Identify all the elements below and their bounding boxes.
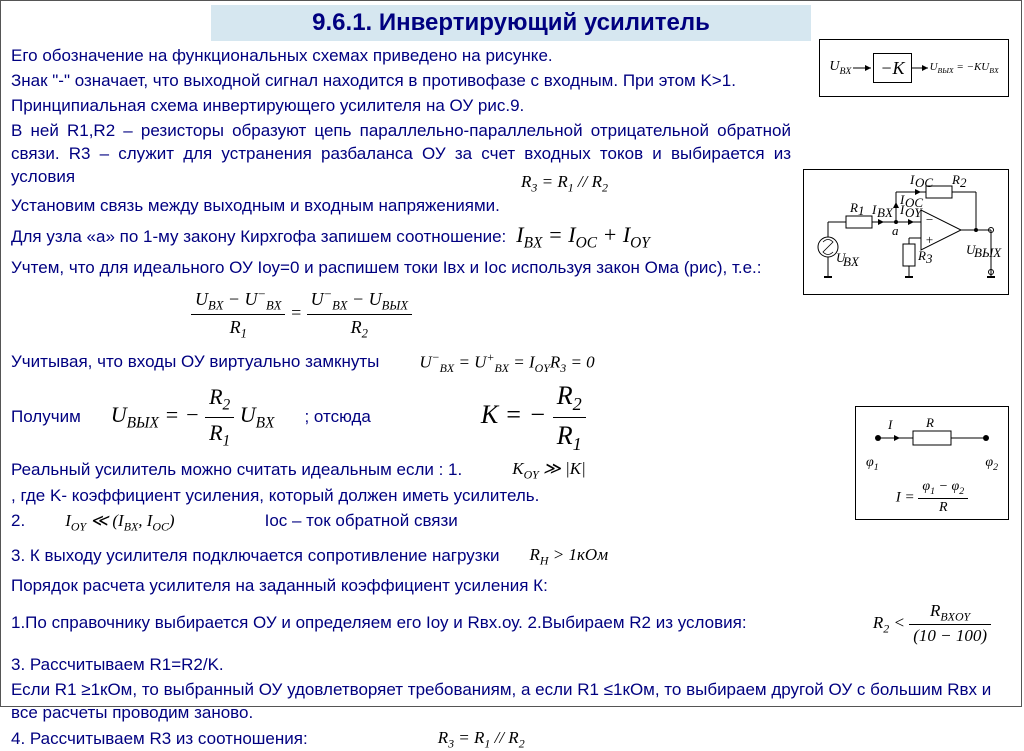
- fig1-out: UBЫX = −KUBX: [930, 60, 999, 77]
- phi2: φ2: [985, 454, 998, 474]
- figure-block-k: UBX −K UBЫX = −KUBX: [819, 39, 1009, 97]
- lower-section: 3. К выходу усилителя подключается сопро…: [11, 544, 1001, 751]
- p6: Для узла «а» по 1-му закону Кирхгофа зап…: [11, 226, 506, 249]
- svg-text:R: R: [925, 415, 934, 430]
- p9b: , где K- коэффициент усиления, который д…: [11, 485, 791, 508]
- p4: В ней R1,R2 – резисторы образуют цепь па…: [11, 120, 791, 189]
- eq-r3-final: R3 = R1 // R2: [438, 727, 525, 751]
- svg-text:OC: OC: [905, 195, 923, 210]
- main-text: Его обозначение на функциональных схемах…: [11, 45, 791, 534]
- p7: Учтем, что для идеального ОУ Iоу=0 и рас…: [11, 257, 791, 280]
- p13: 3. Рассчитываем R1=R2/K.: [11, 654, 1001, 677]
- svg-text:+: +: [925, 232, 934, 247]
- eq-virtual: U−BX = U+BX = IOYR3 = 0: [419, 349, 594, 376]
- eq-rn: RH > 1кОм: [530, 544, 609, 568]
- page: 9.6.1. Инвертирующий усилитель UBX −K UB…: [0, 0, 1022, 707]
- p8a: Учитывая, что входы ОУ виртуально замкну…: [11, 351, 379, 374]
- p11: Порядок расчета усилителя на заданный ко…: [11, 575, 1001, 598]
- svg-text:R: R: [951, 172, 960, 187]
- p15: 4. Рассчитываем R3 из соотношения:: [11, 728, 308, 751]
- eq-r2: R2 < RBXOY(10 − 100): [873, 600, 991, 648]
- eq-kirchhoff: IBX = IOC + IOY: [516, 220, 650, 254]
- svg-text:2: 2: [960, 175, 967, 190]
- svg-text:BX: BX: [877, 205, 894, 220]
- p9a: Реальный усилитель можно считать идеальн…: [11, 459, 462, 482]
- figure-circuit: UBX R1 IBX a IOY R3: [803, 169, 1009, 295]
- p3: Принципиальная схема инвертирующего усил…: [11, 95, 791, 118]
- svg-text:OC: OC: [915, 175, 933, 190]
- svg-text:a: a: [892, 223, 899, 238]
- eq-ohm: UBX − U−BXR1 = U−BX − UBЫXR2: [191, 286, 791, 343]
- figure-resistor: I R φ1 φ2 I = φ1 − φ2 R: [855, 406, 1009, 520]
- svg-text:BЫX: BЫX: [974, 245, 1002, 260]
- eq-ioy: IOY ≪ (IBX, IOC): [65, 510, 174, 534]
- svg-text:−: −: [925, 212, 934, 227]
- svg-text:R: R: [849, 200, 858, 215]
- p8c: ; отсюда: [304, 406, 370, 429]
- svg-text:BX: BX: [843, 254, 860, 269]
- fig1-in: UBX: [829, 58, 851, 78]
- p12: 1.По справочнику выбирается ОУ и определ…: [11, 612, 747, 635]
- p9d: Ioc – ток обратной связи: [265, 510, 458, 533]
- section-title: 9.6.1. Инвертирующий усилитель: [211, 5, 811, 41]
- p10: 3. К выходу усилителя подключается сопро…: [11, 545, 500, 568]
- p2: Знак "-" означает, что выходной сигнал н…: [11, 70, 791, 93]
- svg-text:1: 1: [858, 203, 865, 218]
- phi1: φ1: [866, 454, 879, 474]
- eq-k: K = − R2R1: [481, 378, 586, 457]
- eq-koy: KOY ≫ |K|: [512, 458, 586, 482]
- eq-r3-cond: R3 = R1 // R2: [521, 171, 671, 195]
- p1: Его обозначение на функциональных схемах…: [11, 45, 791, 68]
- p9c: 2.: [11, 510, 25, 533]
- p14: Если R1 ≥1кОм, то выбранный ОУ удовлетво…: [11, 679, 1001, 725]
- p5: Установим связь между выходным и входным…: [11, 195, 791, 218]
- svg-text:3: 3: [925, 251, 933, 266]
- p8b: Получим: [11, 406, 81, 429]
- svg-text:I: I: [887, 417, 893, 432]
- fig1-block: −K: [873, 53, 911, 83]
- eq-uout: UBЫX = − R2R1 UBX: [111, 382, 275, 451]
